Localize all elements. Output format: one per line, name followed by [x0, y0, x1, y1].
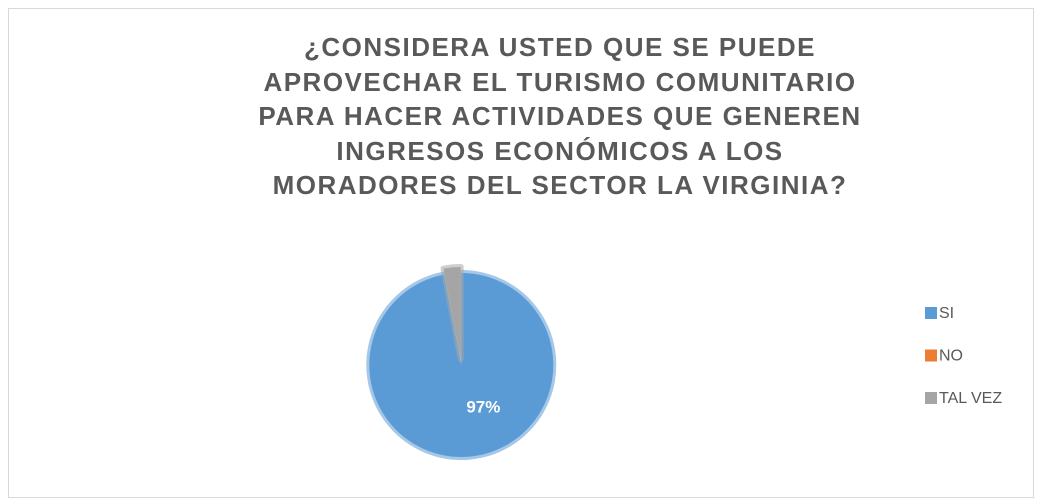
legend-swatch: [925, 307, 937, 319]
legend-label: NO: [939, 348, 963, 365]
data-label: 97%: [466, 397, 500, 416]
legend-label: SI: [939, 305, 954, 322]
pie-slice: [440, 264, 464, 363]
chart-title: ¿CONSIDERA USTED QUE SE PUEDE APROVECHAR…: [258, 32, 862, 200]
legend-swatch: [925, 349, 937, 362]
legend-swatch: [925, 392, 937, 404]
pie-slice: [366, 269, 557, 460]
legend-label: TAL VEZ: [939, 390, 1002, 407]
